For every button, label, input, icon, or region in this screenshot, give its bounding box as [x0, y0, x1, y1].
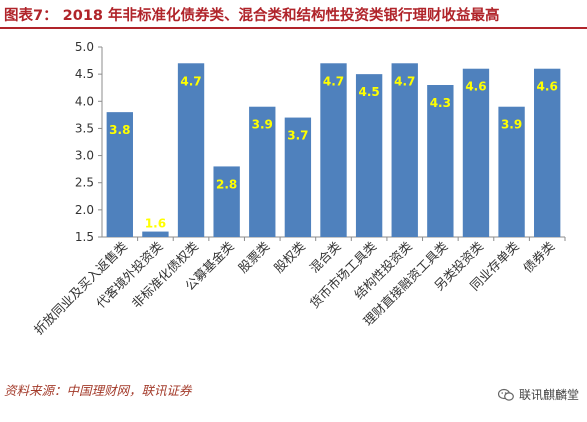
- y-tick-label: 4.0: [75, 94, 94, 108]
- title-divider: [0, 27, 587, 29]
- data-label: 4.7: [394, 74, 415, 88]
- y-tick-label: 2.0: [75, 203, 94, 217]
- chart-title: 图表7： 2018 年非标准化债券类、混合类和结构性投资类银行理财收益最高: [4, 8, 500, 24]
- data-label: 4.3: [430, 96, 451, 110]
- bar: [177, 63, 205, 238]
- data-label: 3.8: [109, 123, 130, 137]
- bar: [320, 63, 347, 238]
- bar: [427, 85, 454, 237]
- bar: [391, 63, 418, 238]
- data-label: 3.9: [501, 118, 522, 132]
- data-label: 4.7: [180, 74, 201, 88]
- data-label: 3.7: [287, 129, 308, 143]
- bar: [498, 106, 525, 237]
- brand-badge: 联讯麒麟堂: [497, 386, 579, 403]
- data-label: 3.9: [252, 118, 273, 132]
- y-tick-label: 3.0: [75, 149, 94, 163]
- x-category-label: 债券类: [520, 238, 557, 275]
- y-tick-label: 2.5: [75, 176, 94, 190]
- bar: [534, 68, 561, 237]
- wechat-icon: [497, 388, 514, 401]
- y-tick-label: 5.0: [75, 40, 94, 54]
- x-category-label: 股票类: [235, 238, 272, 275]
- data-label: 4.6: [465, 80, 486, 94]
- bar: [142, 231, 169, 237]
- y-tick-label: 4.5: [75, 67, 94, 81]
- bar: [106, 112, 133, 237]
- bar: [213, 166, 240, 237]
- brand-name: 联讯麒麟堂: [518, 388, 579, 402]
- bar: [249, 106, 276, 237]
- bar-chart: 1.52.02.53.03.54.04.55.03.8折放同业及买入返售类1.6…: [31, 40, 566, 338]
- data-label: 1.6: [145, 217, 166, 231]
- data-label: 4.6: [537, 80, 558, 94]
- bar: [355, 74, 383, 238]
- x-category-label: 股权类: [271, 238, 308, 275]
- bar: [462, 68, 490, 237]
- y-tick-label: 3.5: [75, 121, 94, 135]
- data-label: 4.7: [323, 74, 344, 88]
- data-label: 4.5: [358, 85, 379, 99]
- y-tick-label: 1.5: [75, 230, 94, 244]
- source-note: 资料来源：中国理财网，联讯证券: [4, 383, 192, 398]
- bar: [284, 117, 312, 237]
- data-label: 2.8: [216, 177, 237, 191]
